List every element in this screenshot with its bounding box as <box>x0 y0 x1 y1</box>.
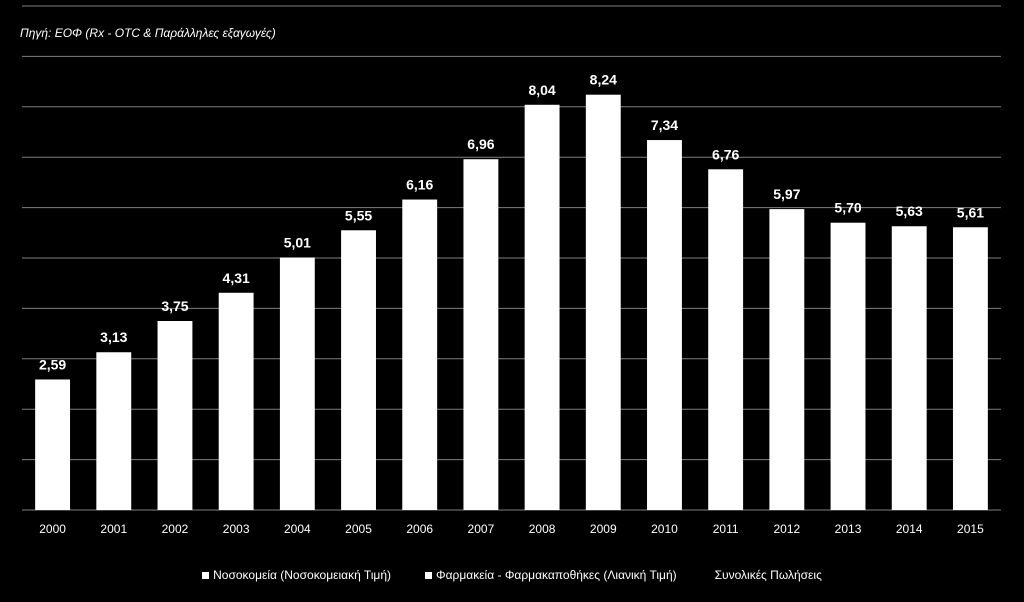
value-label-2010: 7,34 <box>651 117 678 133</box>
value-label-2011: 6,76 <box>712 146 739 162</box>
x-tick-label-2009: 2009 <box>590 522 617 536</box>
x-tick-label-2010: 2010 <box>651 522 678 536</box>
value-label-2001: 3,13 <box>100 329 127 345</box>
legend-swatch <box>425 571 433 579</box>
x-tick-label-2007: 2007 <box>468 522 495 536</box>
bar-2011 <box>708 169 744 510</box>
legend-item-hospitals: Νοσοκομεία (Νοσοκομειακή Τιμή) <box>202 568 391 582</box>
bar-2012 <box>769 209 805 510</box>
bar-2008 <box>524 104 560 510</box>
bar-2013 <box>830 222 866 510</box>
legend: Νοσοκομεία (Νοσοκομειακή Τιμή) Φαρμακεία… <box>0 568 1024 582</box>
x-tick-label-2011: 2011 <box>713 522 739 536</box>
x-tick-label-2005: 2005 <box>345 522 372 536</box>
x-tick-label-2014: 2014 <box>896 522 923 536</box>
value-label-2015: 5,61 <box>957 204 984 220</box>
legend-item-pharmacies: Φαρμακεία - Φαρμακαποθήκες (Λιανική Τιμή… <box>425 568 677 582</box>
value-label-2003: 4,31 <box>223 270 250 286</box>
legend-item-total-sales: Συνολικές Πωλήσεις <box>711 568 822 582</box>
x-tick-label-2015: 2015 <box>957 522 984 536</box>
value-labels: 2,59 3,13 3,75 4,31 5,01 5,55 6,16 6,96 8,04 8,24… <box>39 72 984 373</box>
x-tick-label-2012: 2012 <box>773 522 800 536</box>
value-label-2014: 5,63 <box>896 203 923 219</box>
x-tick-label-2006: 2006 <box>406 522 433 536</box>
x-tick-label-2001: 2001 <box>100 522 127 536</box>
bar-2007 <box>463 159 499 510</box>
x-tick-label-2004: 2004 <box>284 522 311 536</box>
bar-2002 <box>157 321 193 510</box>
bar-2009 <box>585 94 621 510</box>
bar-2000 <box>35 379 71 510</box>
x-tick-label-2002: 2002 <box>162 522 189 536</box>
bar-2010 <box>647 140 682 510</box>
bar-2001 <box>96 352 132 510</box>
legend-label: Φαρμακεία - Φαρμακαποθήκες (Λιανική Τιμή… <box>436 568 677 582</box>
bar-2003 <box>218 292 254 510</box>
legend-swatch <box>202 571 210 579</box>
value-label-2007: 6,96 <box>467 136 494 152</box>
value-label-2004: 5,01 <box>284 234 311 250</box>
source-note: Πηγή: ΕΟΦ (Rx - OTC & Παράλληλες εξαγωγέ… <box>20 26 276 40</box>
x-tick-label-2013: 2013 <box>835 522 862 536</box>
bar-2015 <box>952 227 988 511</box>
x-tick-label-2008: 2008 <box>529 522 556 536</box>
bars <box>35 94 988 511</box>
value-label-2012: 5,97 <box>773 186 800 202</box>
x-tick-labels: 2000 2001 2002 2003 2004 2005 2006 2007 2008 2009… <box>39 522 984 536</box>
value-label-2006: 6,16 <box>406 177 433 193</box>
value-label-2008: 8,04 <box>528 82 555 98</box>
x-tick-label-2003: 2003 <box>223 522 250 536</box>
legend-label: Νοσοκομεία (Νοσοκομειακή Τιμή) <box>213 568 392 582</box>
x-tick-label-2000: 2000 <box>39 522 66 536</box>
value-label-2000: 2,59 <box>39 356 66 372</box>
bar-2006 <box>402 199 438 510</box>
legend-label: Συνολικές Πωλήσεις <box>714 568 822 582</box>
value-label-2009: 8,24 <box>590 72 617 88</box>
value-label-2005: 5,55 <box>345 207 372 223</box>
bar-2005 <box>341 230 376 510</box>
value-label-2013: 5,70 <box>834 200 861 216</box>
bar-2004 <box>279 257 315 510</box>
value-label-2002: 3,75 <box>161 298 188 314</box>
bar-2014 <box>891 226 927 511</box>
